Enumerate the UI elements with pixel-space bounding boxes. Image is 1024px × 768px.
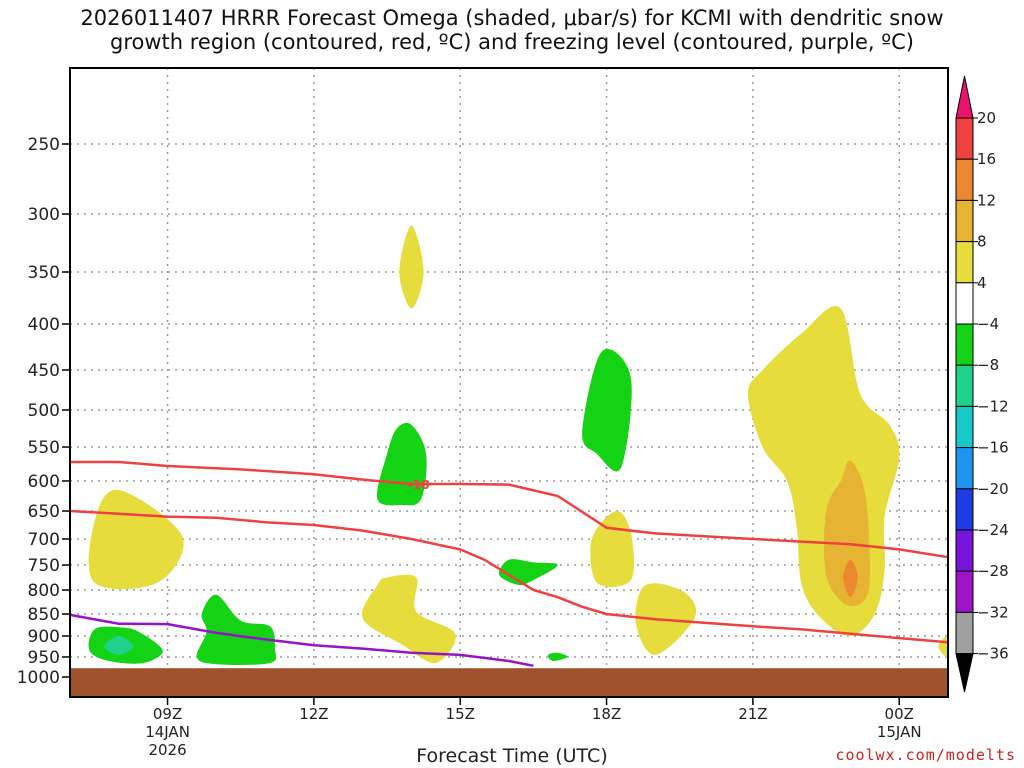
contour-freezing_level_0C: [69, 613, 534, 668]
y-tick-label-600: 600: [28, 472, 60, 492]
y-tick-label-900: 900: [28, 627, 60, 647]
y-tick-label-300: 300: [28, 205, 60, 225]
y-tick-label-850: 850: [28, 605, 60, 625]
contour-lines: -10: [69, 460, 949, 668]
omega-region-12: [547, 652, 568, 662]
title-line-1: 2026011407 HRRR Forecast Omega (shaded, …: [80, 6, 944, 30]
colorbar-label-9: −20: [977, 480, 1009, 498]
contour-dgz_upper_-16C: [70, 460, 949, 559]
colorbar-bin-1: [955, 117, 974, 160]
colorbar-label-12: −32: [977, 603, 1009, 621]
colorbar-bin-3: [955, 199, 974, 243]
title-line-2: growth region (contoured, red, ºC) and f…: [110, 30, 914, 54]
x-tick-label-21Z: 21Z: [738, 705, 767, 723]
y-axis-ticks: 2503003504004505005506006507007508008509…: [17, 135, 70, 688]
colorbar-bin-12: [955, 570, 974, 613]
colorbar-cap-top: [955, 75, 974, 119]
y-tick-label-500: 500: [28, 401, 60, 421]
y-tick-label-1000: 1000: [17, 668, 60, 688]
y-tick-label-550: 550: [28, 438, 60, 458]
colorbar-bin-11: [955, 529, 974, 572]
colorbar-bin-13: [955, 611, 974, 655]
colorbar-bin-2: [955, 158, 974, 201]
colorbar-label-3: 8: [977, 233, 987, 251]
colorbar-bin-9: [955, 447, 974, 490]
colorbar-label-2: 12: [977, 191, 996, 209]
colorbar-label-1: 16: [977, 150, 996, 168]
contour-dgz_lower_-10C: [69, 509, 949, 644]
chart-title: 2026011407 HRRR Forecast Omega (shaded, …: [0, 6, 1024, 54]
omega-region-7: [823, 460, 870, 607]
colorbar-bin-4: [955, 241, 974, 284]
terrain-band: [70, 668, 948, 697]
colorbar-label-8: −16: [977, 439, 1009, 457]
colorbar-bin-7: [955, 364, 974, 407]
x-tick-date-00Z: 15JAN: [877, 723, 922, 741]
x-tick-label-15Z: 15Z: [446, 705, 475, 723]
colorbar-label-0: 20: [977, 109, 996, 127]
y-tick-label-650: 650: [28, 502, 60, 522]
y-tick-label-450: 450: [28, 361, 60, 381]
colorbar-bin-5: [955, 282, 974, 325]
y-tick-label-250: 250: [28, 135, 60, 155]
y-tick-label-700: 700: [28, 530, 60, 550]
plot-frame: [69, 67, 949, 698]
omega-region-14: [196, 594, 277, 665]
omega-shaded-regions: [88, 225, 950, 665]
colorbar-cap-bottom: [955, 653, 974, 693]
colorbar-label-11: −28: [977, 562, 1009, 580]
omega-region-15: [104, 636, 134, 655]
colorbar-bin-10: [955, 488, 974, 531]
y-tick-label-400: 400: [28, 315, 60, 335]
colorbar-label-13: −36: [977, 645, 1009, 663]
colorbar-bin-6: [955, 323, 974, 366]
omega-region-11: [498, 559, 558, 586]
omega-region-8: [843, 559, 858, 598]
colorbar-bin-8: [955, 405, 974, 449]
colorbar-label-4: 4: [977, 274, 987, 292]
colorbar-label-5: −4: [977, 315, 999, 333]
contour-label: -10: [408, 478, 430, 492]
x-tick-label-12Z: 12Z: [299, 705, 328, 723]
colorbar: 20 16 12 8 4 −4 −8 −12 −16 −20 −24 −28 −32 −36: [955, 75, 1009, 693]
omega-region-0: [88, 489, 184, 590]
x-tick-label-18Z: 18Z: [592, 705, 621, 723]
x-tick-date-09Z: 14JAN: [145, 723, 190, 741]
y-tick-label-800: 800: [28, 581, 60, 601]
omega-region-2: [361, 574, 456, 664]
terrain-layer: [70, 668, 948, 697]
omega-region-10: [582, 349, 632, 472]
omega-region-1: [399, 225, 424, 309]
omega-region-9: [376, 422, 427, 506]
colorbar-label-7: −12: [977, 397, 1009, 415]
x-axis-title: Forecast Time (UTC): [416, 745, 608, 767]
credit-text: coolwx.com/modelts: [835, 746, 1016, 764]
x-tick-year-09Z: 2026: [148, 741, 186, 759]
x-tick-label-09Z: 09Z: [153, 705, 182, 723]
omega-region-5: [748, 306, 900, 637]
colorbar-label-6: −8: [977, 356, 999, 374]
y-tick-label-750: 750: [28, 556, 60, 576]
y-tick-label-950: 950: [28, 648, 60, 668]
colorbar-label-10: −24: [977, 521, 1009, 539]
y-tick-label-350: 350: [28, 263, 60, 283]
x-tick-label-00Z: 00Z: [885, 705, 914, 723]
